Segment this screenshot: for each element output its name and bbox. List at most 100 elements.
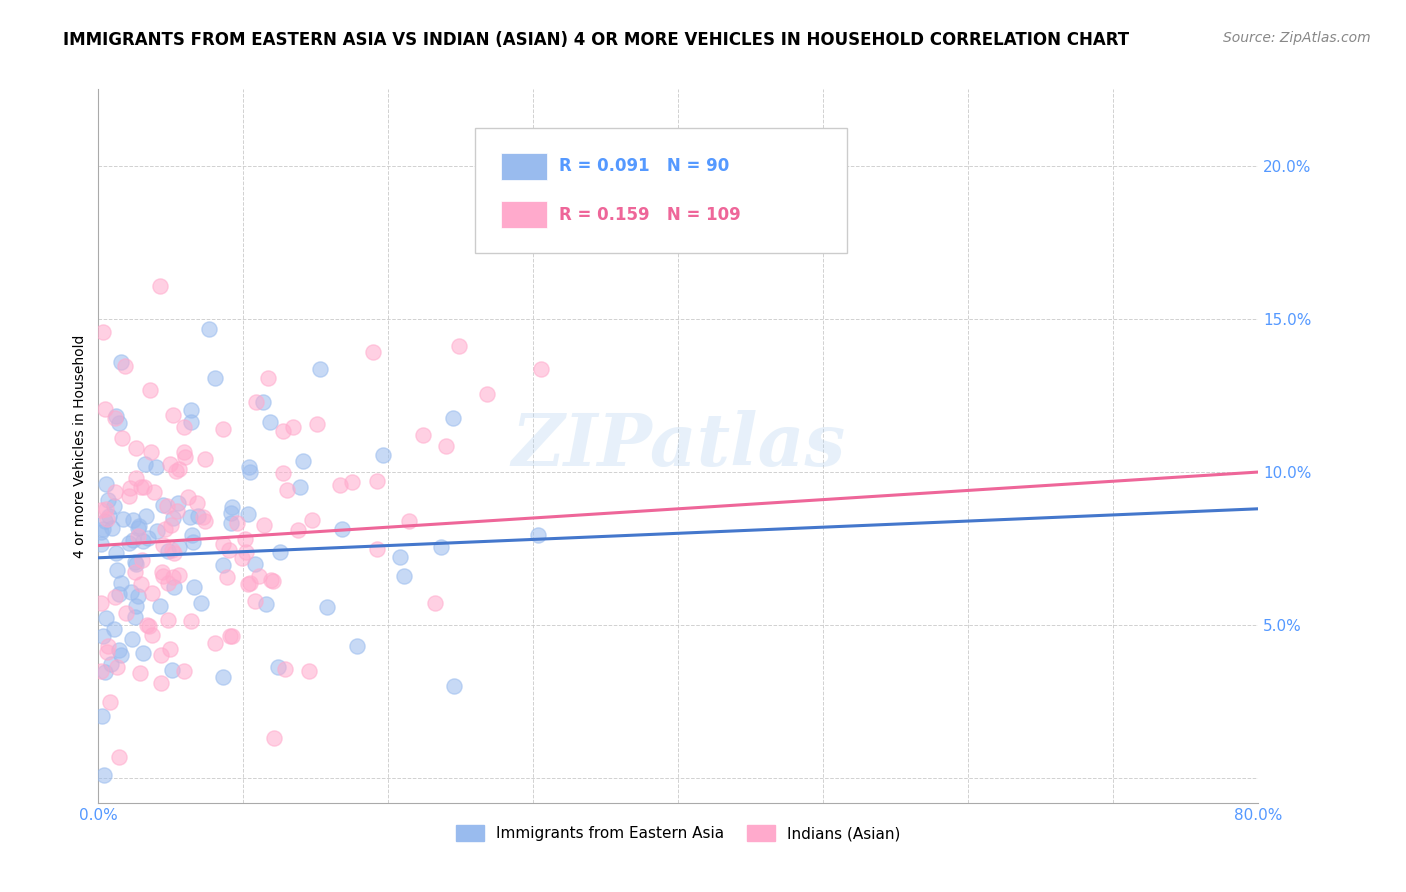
Point [162, 570, 184, 584]
Point [441, 411, 464, 425]
Point [212, 670, 235, 684]
Point [91, 522, 114, 536]
Point [194, 452, 217, 467]
Point [183, 534, 205, 549]
Point [366, 541, 388, 556]
Point [141, 586, 163, 600]
Point [118, 536, 141, 550]
Point [346, 639, 368, 653]
Point [260, 573, 283, 587]
Point [231, 550, 253, 565]
Point [204, 371, 226, 385]
Point [180, 528, 202, 542]
Text: R = 0.091   N = 90: R = 0.091 N = 90 [560, 157, 730, 175]
Point [105, 563, 128, 577]
Point [298, 664, 321, 678]
Point [389, 550, 412, 565]
Point [122, 513, 145, 527]
Point [269, 545, 291, 559]
Point [290, 480, 312, 494]
Point [104, 411, 127, 425]
Point [162, 409, 184, 423]
Point [115, 606, 138, 620]
Point [238, 576, 260, 591]
Point [309, 362, 332, 376]
Point [330, 523, 353, 537]
Point [235, 545, 257, 559]
Point [127, 589, 149, 603]
Point [103, 499, 125, 513]
Text: R = 0.159   N = 109: R = 0.159 N = 109 [560, 206, 741, 224]
Text: IMMIGRANTS FROM EASTERN ASIA VS INDIAN (ASIAN) 4 OR MORE VEHICLES IN HOUSEHOLD C: IMMIGRANTS FROM EASTERN ASIA VS INDIAN (… [63, 31, 1129, 49]
Point [221, 500, 243, 515]
Point [211, 537, 233, 551]
Point [96, 476, 118, 491]
FancyBboxPatch shape [475, 128, 846, 253]
Point [138, 531, 160, 545]
Point [110, 576, 132, 591]
Point [124, 565, 146, 579]
Point [530, 362, 553, 376]
Point [239, 465, 262, 479]
Point [125, 471, 148, 485]
Point [94, 514, 117, 528]
Point [371, 448, 394, 462]
Point [159, 642, 181, 657]
Point [212, 422, 235, 436]
Point [173, 445, 195, 459]
Point [125, 442, 148, 456]
Point [194, 514, 217, 528]
Point [97, 508, 120, 523]
Point [141, 445, 163, 459]
Point [180, 403, 202, 417]
Point [162, 511, 184, 525]
Point [527, 528, 550, 542]
Point [340, 475, 363, 489]
Text: ZIPatlas: ZIPatlas [512, 410, 845, 482]
Point [245, 395, 267, 409]
Point [316, 599, 339, 614]
Point [271, 467, 294, 481]
Point [145, 460, 167, 475]
Point [392, 569, 415, 583]
Point [104, 484, 127, 499]
Point [167, 568, 190, 582]
Point [90, 524, 112, 539]
Point [122, 533, 145, 547]
Point [167, 540, 190, 554]
Point [100, 521, 122, 535]
Point [128, 519, 150, 533]
Point [132, 534, 155, 549]
Point [149, 675, 172, 690]
Point [146, 524, 169, 538]
Point [173, 420, 195, 434]
Point [236, 576, 259, 591]
Point [204, 636, 226, 650]
Point [104, 546, 127, 560]
Point [398, 514, 420, 528]
Point [287, 523, 309, 537]
Point [238, 459, 260, 474]
Point [96, 611, 118, 625]
Point [108, 642, 131, 657]
Point [281, 420, 304, 434]
Point [219, 629, 242, 643]
Point [125, 599, 148, 614]
Point [135, 508, 157, 523]
Point [149, 279, 172, 293]
Point [141, 628, 163, 642]
Point [156, 544, 179, 558]
Point [262, 574, 284, 588]
Point [163, 546, 186, 560]
Point [97, 639, 120, 653]
Point [94, 665, 117, 680]
Point [124, 610, 146, 624]
Point [105, 660, 128, 674]
Point [96, 645, 118, 659]
Point [259, 415, 281, 429]
Point [110, 648, 132, 662]
Point [132, 480, 155, 494]
Point [225, 516, 247, 531]
Point [118, 489, 141, 503]
Point [429, 540, 451, 554]
